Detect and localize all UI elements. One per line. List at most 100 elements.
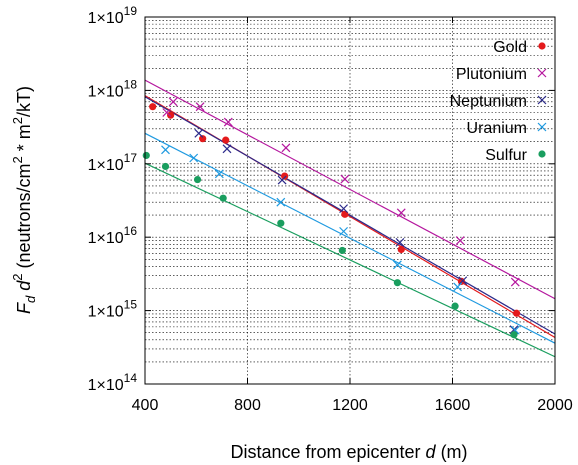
point-uranium [339,226,349,236]
point-sulfur [161,162,170,171]
x-axis-label-unit: (m) [436,442,468,462]
fit-lines [144,79,556,358]
x-tick-label: 1200 [332,397,368,414]
point-sulfur [451,302,459,310]
point-sulfur [219,194,227,202]
point-plutonium-stroke [510,277,520,287]
legend-label-sulfur: Sulfur [485,147,527,164]
point-sulfur [510,331,518,339]
point-neptunium [277,175,287,185]
point-uranium [453,282,463,292]
y-tick-label: 1×1018 [88,77,138,100]
y-axis-label-sup-2: 2 [10,156,25,163]
point-uranium-stroke [453,282,463,292]
point-uranium [189,153,199,163]
y-axis-label-sup-3: 2 [10,117,25,124]
legend-marker-uranium-stroke [537,122,547,132]
y-axis-label: Fd d2 (neutrons/cm2 * m2/kT) [10,86,38,314]
y-axis-label-sub: d [23,295,38,303]
point-gold [281,172,289,180]
point-plutonium-stroke [281,143,291,153]
legend-marker-plutonium [537,68,547,78]
point-neptunium-stroke [395,237,405,247]
point-plutonium [195,102,205,112]
point-sulfur [393,279,402,287]
point-uranium-stroke [339,226,349,236]
legend-marker-gold [538,42,546,50]
point-sulfur [338,246,346,255]
point-uranium [392,260,402,270]
point-plutonium-stroke [223,117,233,127]
y-tick-label: 1×1019 [88,4,138,27]
point-neptunium [339,204,349,214]
point-uranium [276,197,286,207]
point-uranium [161,145,170,155]
data-points [142,97,521,339]
point-plutonium-stroke [340,174,350,184]
fit-line-uranium [144,132,556,344]
axis-ticks: 400 800 1200 1600 2000 1×1014 1×1015 1×1016 1×10… [88,4,573,414]
y-axis-label-d: d [14,280,34,291]
point-neptunium-stroke [194,128,204,138]
y-tick-label: 1×1014 [88,371,138,394]
x-axis-label-text: Distance from epicenter [230,442,425,462]
point-plutonium-stroke [168,97,178,107]
point-neptunium-stroke [339,204,349,214]
point-neptunium-stroke [277,175,287,185]
x-tick-label: 2000 [537,397,573,414]
fit-line-sulfur [144,162,556,358]
y-axis-label-units-b: * m [14,124,34,156]
legend: Gold Plutonium Neptunium Uranium Sulfur [450,39,547,164]
point-gold [222,136,230,144]
legend-marker-neptunium-stroke [537,95,547,105]
point-gold [149,103,157,111]
point-plutonium-stroke [455,236,465,245]
x-axis-label-variable: d [426,442,437,462]
y-tick-label: 1×1016 [88,224,138,247]
point-neptunium [222,144,232,154]
point-gold [167,111,175,119]
x-tick-label: 400 [132,397,159,414]
point-plutonium [510,277,520,287]
point-plutonium-stroke [195,102,205,112]
point-uranium-stroke [189,153,199,163]
point-plutonium [162,108,172,117]
y-axis-label-units-a: (neutrons/cm [14,163,34,273]
point-plutonium-stroke [396,208,406,218]
point-gold [199,135,207,143]
point-neptunium-stroke [222,144,232,154]
x-tick-label: 800 [234,397,261,414]
legend-label-neptunium: Neptunium [450,93,527,110]
fit-line-neptunium [144,96,556,335]
x-axis-label: Distance from epicenter d (m) [230,442,467,462]
y-tick-label: 1×1017 [88,151,138,174]
point-uranium-stroke [161,145,170,155]
y-axis-label-sup: 2 [10,274,25,281]
y-tick-label: 1×1015 [88,298,138,321]
point-sulfur [193,175,202,184]
grid-lines [145,17,555,384]
point-plutonium [168,97,178,107]
legend-marker-uranium [537,122,547,132]
point-plutonium [223,117,233,127]
point-neptunium-stroke [458,276,468,286]
legend-marker-neptunium [537,95,547,105]
point-uranium-stroke [392,260,402,270]
y-axis-label-units-c: /kT) [14,86,34,117]
point-uranium-stroke [214,169,224,179]
point-plutonium [396,208,406,218]
legend-marker-plutonium-stroke [537,68,547,78]
point-plutonium [281,143,291,153]
point-gold [512,309,521,317]
fit-line-plutonium [144,79,556,300]
legend-label-plutonium: Plutonium [456,66,527,83]
point-uranium [214,169,224,179]
x-tick-label: 1600 [435,397,471,414]
point-sulfur [277,219,285,227]
legend-label-uranium: Uranium [467,120,527,137]
point-plutonium-stroke [162,108,172,117]
point-gold [397,245,405,254]
legend-marker-sulfur [538,150,546,158]
point-uranium-stroke [276,197,286,207]
